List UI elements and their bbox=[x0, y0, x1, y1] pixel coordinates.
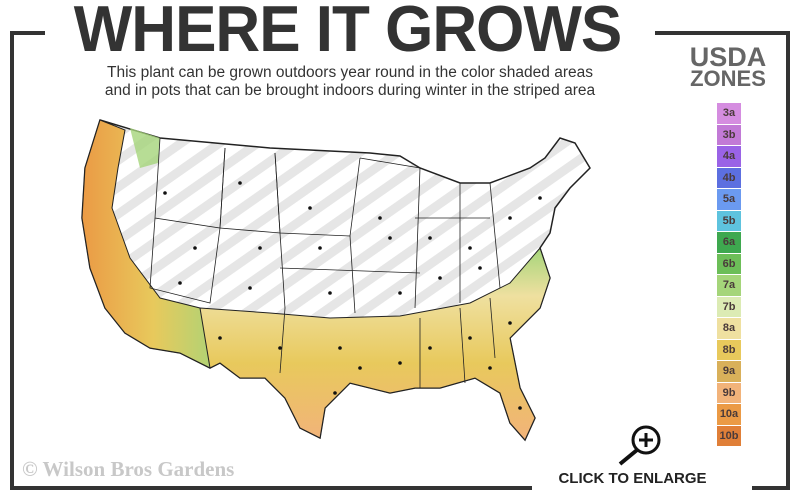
city-dot bbox=[318, 246, 322, 250]
zoom-in-icon[interactable] bbox=[616, 424, 664, 466]
copyright-watermark: © Wilson Bros Gardens bbox=[22, 457, 235, 481]
city-dot bbox=[468, 336, 472, 340]
page-title: WHERE IT GROWS bbox=[73, 0, 622, 66]
city-dot bbox=[218, 336, 222, 340]
frame-right bbox=[786, 31, 790, 490]
city-dot bbox=[538, 196, 542, 200]
subtitle-line: and in pots that can be brought indoors … bbox=[104, 82, 596, 99]
city-dot bbox=[333, 391, 337, 395]
legend-zone-9a: 9a bbox=[717, 361, 741, 383]
legend-zone-3b: 3b bbox=[717, 124, 741, 146]
frame-bottom-right bbox=[752, 486, 790, 490]
city-dot bbox=[238, 181, 242, 185]
legend-zone-8b: 8b bbox=[717, 339, 741, 361]
city-dot bbox=[193, 246, 197, 250]
city-dot bbox=[178, 281, 182, 285]
city-dot bbox=[328, 291, 332, 295]
frame-left bbox=[10, 31, 14, 490]
frame-top-left bbox=[10, 31, 45, 35]
subtitle: This plant can be grown outdoors year ro… bbox=[50, 64, 650, 100]
frame-bottom-left bbox=[10, 486, 532, 490]
city-dot bbox=[518, 406, 522, 410]
frame-top-right bbox=[655, 31, 790, 35]
coast-green bbox=[130, 128, 160, 168]
click-to-enlarge-button[interactable]: CLICK TO ENLARGE bbox=[558, 470, 707, 487]
city-dot bbox=[338, 346, 342, 350]
city-dot bbox=[378, 216, 382, 220]
city-dot bbox=[428, 236, 432, 240]
city-dot bbox=[508, 216, 512, 220]
legend-title-line: ZONES bbox=[690, 66, 766, 91]
legend-zone-9b: 9b bbox=[717, 382, 741, 404]
south-shaded bbox=[199, 247, 551, 441]
legend-zone-10b: 10b bbox=[717, 425, 741, 447]
legend-zone-4a: 4a bbox=[717, 146, 741, 168]
city-dot bbox=[278, 346, 282, 350]
city-dot bbox=[468, 246, 472, 250]
city-dot bbox=[388, 236, 392, 240]
city-dot bbox=[258, 246, 262, 250]
city-dot bbox=[163, 191, 167, 195]
legend-zone-5b: 5b bbox=[717, 210, 741, 232]
legend-title: USDA ZONES bbox=[678, 42, 778, 91]
us-zone-map[interactable] bbox=[70, 108, 625, 458]
city-dot bbox=[478, 266, 482, 270]
legend-zone-3a: 3a bbox=[717, 103, 741, 125]
legend-zone-5a: 5a bbox=[717, 189, 741, 211]
city-dot bbox=[398, 291, 402, 295]
city-dot bbox=[438, 276, 442, 280]
legend-zone-7b: 7b bbox=[717, 296, 741, 318]
legend-zone-4b: 4b bbox=[717, 167, 741, 189]
subtitle-line: This plant can be grown outdoors year ro… bbox=[107, 64, 593, 81]
legend-zone-10a: 10a bbox=[717, 404, 741, 426]
zone-legend: 3a 3b 4a 4b 5a 5b 6a 6b 7a 7b 8a 8b 9a 9b 10a 10b bbox=[717, 103, 741, 447]
city-dot bbox=[358, 366, 362, 370]
city-dot bbox=[428, 346, 432, 350]
legend-title-line: USDA bbox=[689, 42, 767, 72]
state-borders bbox=[149, 137, 501, 388]
city-dot bbox=[488, 366, 492, 370]
legend-zone-7a: 7a bbox=[717, 275, 741, 297]
city-dot bbox=[308, 206, 312, 210]
city-dot bbox=[398, 361, 402, 365]
legend-zone-6a: 6a bbox=[717, 232, 741, 254]
legend-zone-8a: 8a bbox=[717, 318, 741, 340]
city-dot bbox=[508, 321, 512, 325]
city-dot bbox=[248, 286, 252, 290]
legend-zone-6b: 6b bbox=[717, 253, 741, 275]
